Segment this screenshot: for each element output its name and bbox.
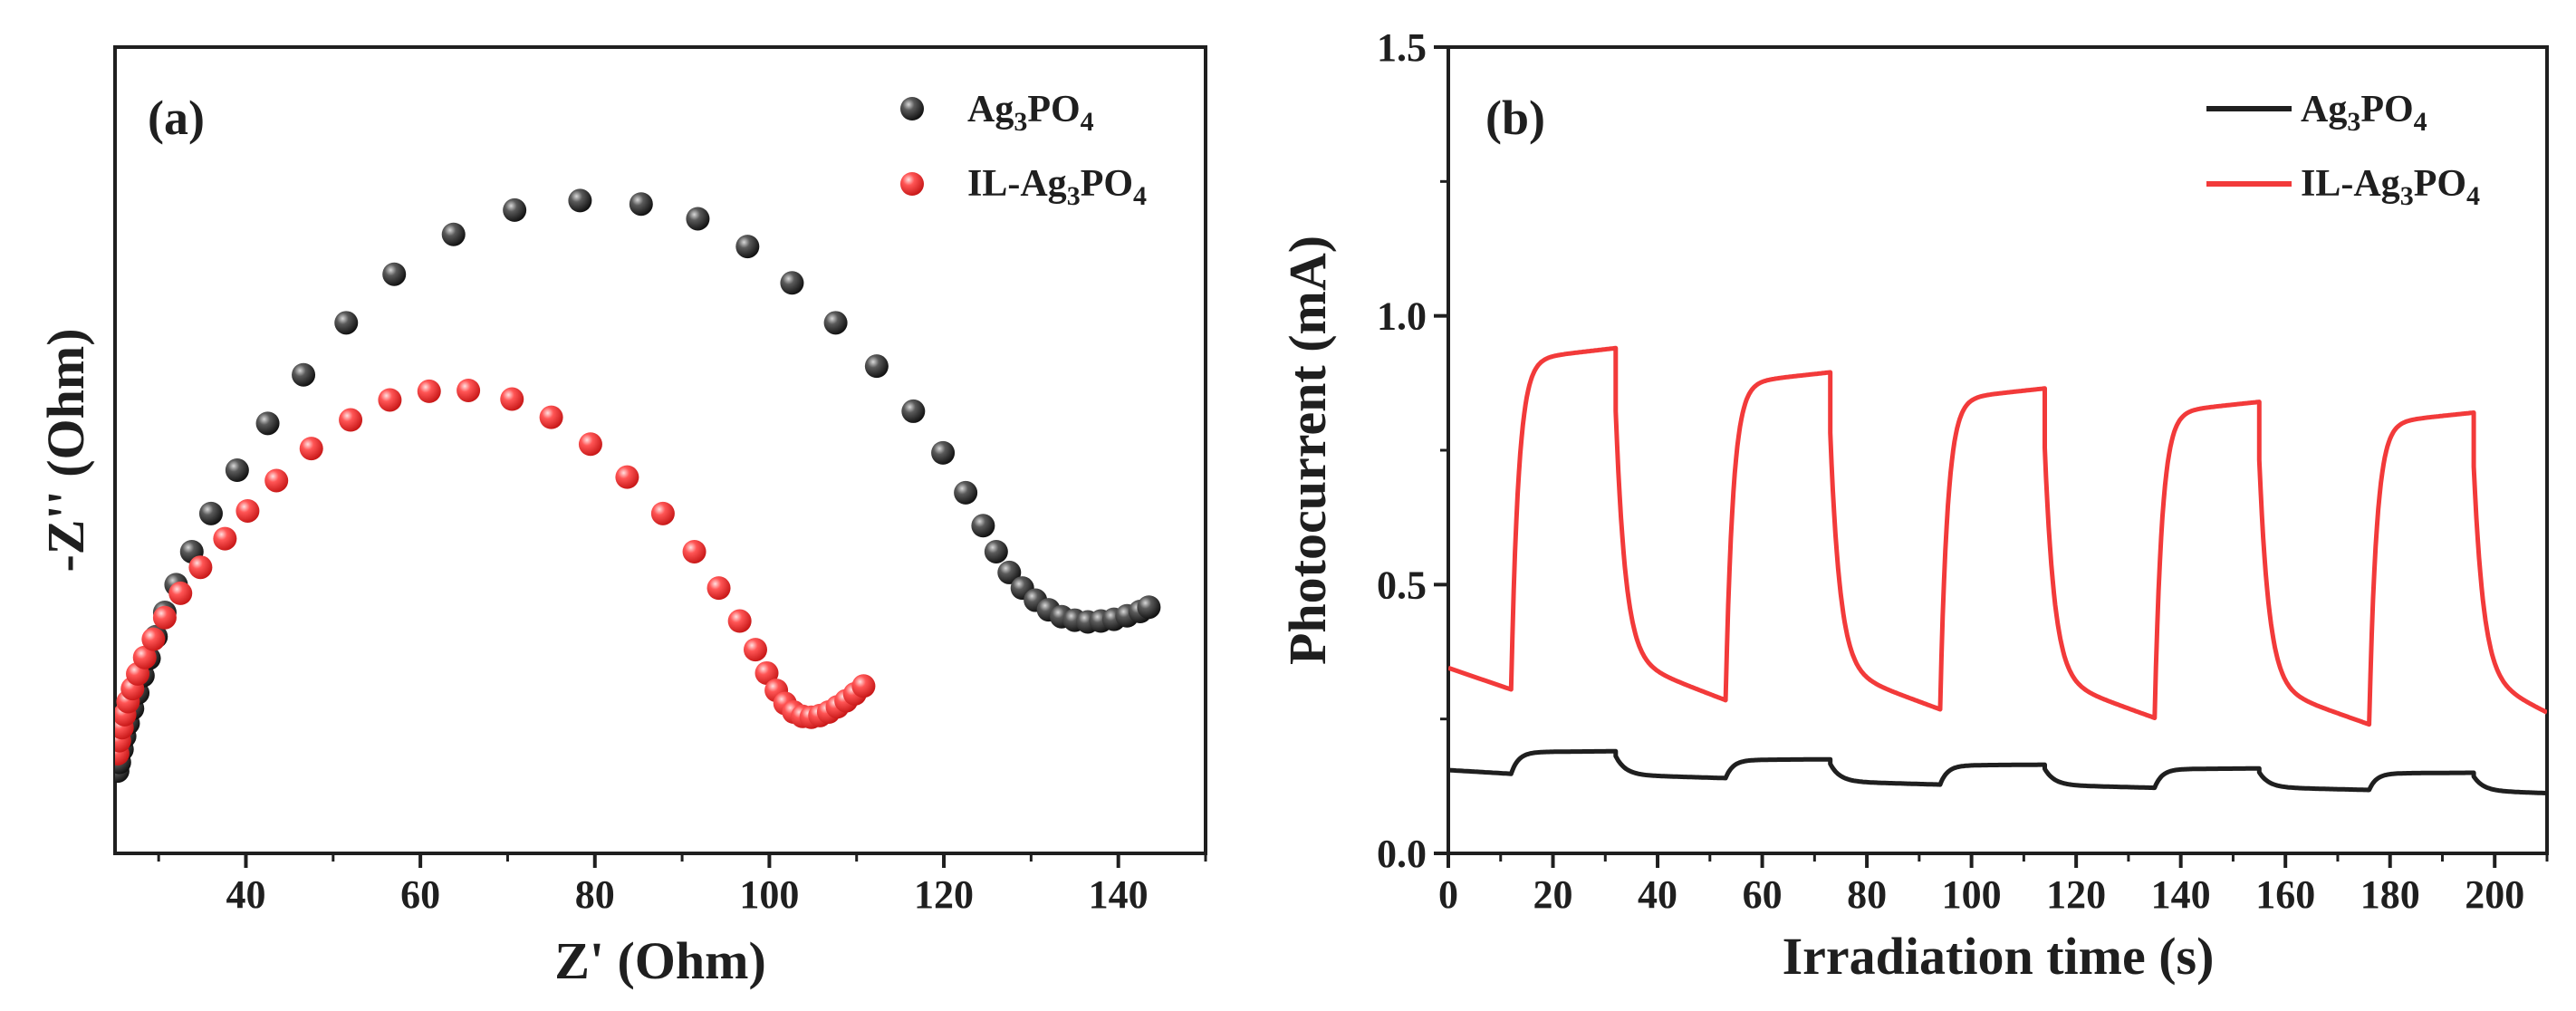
panel-b-x-axis-title: Irradiation time (s) [1783,927,2215,986]
il-ag3po4-point [743,638,767,662]
il-ag3po4-point [378,388,402,412]
x-tick-label: 200 [2465,872,2524,917]
legend-label-ag3po4: Ag3PO4 [967,89,1094,137]
panel-a-eis-plot: (a) 40 60 80 100 120 140 Z' (Ohm) -Z'' (Ohm) … [36,45,1207,990]
ag3po4-point [441,222,466,246]
ag3po4-point [971,514,995,538]
ag3po4-point [901,399,926,423]
x-tick-label: 60 [400,872,440,917]
ag3po4-point [198,501,223,525]
x-tick-label: 180 [2360,872,2420,917]
il-ag3po4-point [727,609,752,633]
il-ag3po4-point [141,627,166,651]
il-ag3po4-point [457,378,481,402]
il-ag3po4-point [755,660,779,685]
legend-marker-il-ag3po4 [900,172,924,196]
ag3po4-point [503,197,527,222]
y-tick-label: 0.5 [1377,563,1427,607]
panel-b-label: (b) [1485,91,1545,145]
panel-a-x-ticks: 40 60 80 100 120 140 [157,853,1207,917]
il-ag3po4-point [339,408,363,432]
il-ag3po4-point [615,465,639,489]
panel-b-y-axis-title: Photocurrent (mA) [1278,236,1337,665]
il-ag3po4-point [152,605,177,630]
panel-b-series-lines [1448,345,2547,795]
y-tick-label: 1.5 [1377,25,1427,70]
il-ag3po4-photocurrent-line [1448,345,2547,727]
il-ag3po4-point [417,379,441,403]
il-ag3po4-point [578,432,602,457]
il-ag3po4-point [213,526,237,551]
legend-label-b-ag3po4: Ag3PO4 [2301,89,2427,137]
x-tick-label: 160 [2255,872,2315,917]
il-ag3po4-point [132,645,157,669]
ag3po4-point [997,560,1022,584]
panel-a-y-axis-title: -Z'' (Ohm) [36,328,95,572]
x-tick-label: 20 [1533,872,1573,917]
il-ag3po4-point [235,498,260,523]
panel-b-legend: Ag3PO4 IL-Ag3PO4 [2206,89,2480,211]
ag3po4-point [334,311,359,335]
ag3po4-point [823,311,848,335]
x-tick-label: 60 [1743,872,1783,917]
il-ag3po4-point [299,437,323,461]
ag3po4-point [382,262,407,286]
x-tick-label: 0 [1438,872,1458,917]
legend-label-b-il-ag3po4: IL-Ag3PO4 [2301,163,2480,211]
il-ag3po4-point [500,387,524,411]
il-ag3po4-point [539,405,563,429]
x-tick-label: 40 [1638,872,1677,917]
panel-b-photocurrent-plot: (b) 0 20 40 60 80 100 120 140 160 180 200 0.0 0.5 1.0… [1278,25,2549,986]
y-tick-label: 0.0 [1377,832,1427,876]
il-ag3po4-point [851,674,876,698]
panel-a-label: (a) [148,91,205,145]
ag3po4-point [780,271,804,295]
il-ag3po4-point [682,539,706,563]
il-ag3po4-point [706,576,731,601]
il-ag3po4-point [650,501,675,525]
ag3po4-point [864,354,889,379]
ag3po4-point [954,480,978,505]
ag3po4-point [629,192,653,217]
il-ag3po4-point [188,555,213,580]
x-tick-label: 140 [2151,872,2211,917]
panel-a-frame [113,45,1207,855]
ag3po4-point [225,458,249,483]
ag3po4-point [255,411,280,436]
panel-a-x-axis-title: Z' (Ohm) [554,931,766,990]
x-tick-label: 100 [1942,872,2002,917]
ag3po4-point [984,539,1008,563]
ag3po4-point [568,188,592,213]
x-tick-label: 140 [1089,872,1149,917]
x-tick-label: 80 [575,872,615,917]
x-tick-label: 100 [739,872,799,917]
ag3po4-point [735,235,760,259]
y-tick-label: 1.0 [1377,294,1427,339]
x-tick-label: 40 [226,872,265,917]
legend-marker-ag3po4 [900,97,924,120]
ag3po4-point [292,362,316,387]
ag3po4-point [931,440,956,465]
x-tick-label: 120 [914,872,974,917]
ag3po4-photocurrent-line [1448,748,2547,795]
ag3po4-point [1137,595,1161,620]
ag3po4-point [686,207,710,231]
panel-a-legend: Ag3PO4 IL-Ag3PO4 [900,89,1147,211]
x-tick-label: 120 [2046,872,2106,917]
panel-b-ticks: 0 20 40 60 80 100 120 140 160 180 200 0.0 0.5 1.0 1.5 [1377,25,2549,917]
il-ag3po4-point [264,468,289,493]
legend-label-il-ag3po4: IL-Ag3PO4 [967,163,1147,211]
x-tick-label: 80 [1847,872,1887,917]
il-ag3po4-point [168,581,193,605]
panel-a-data-points [115,188,1161,784]
